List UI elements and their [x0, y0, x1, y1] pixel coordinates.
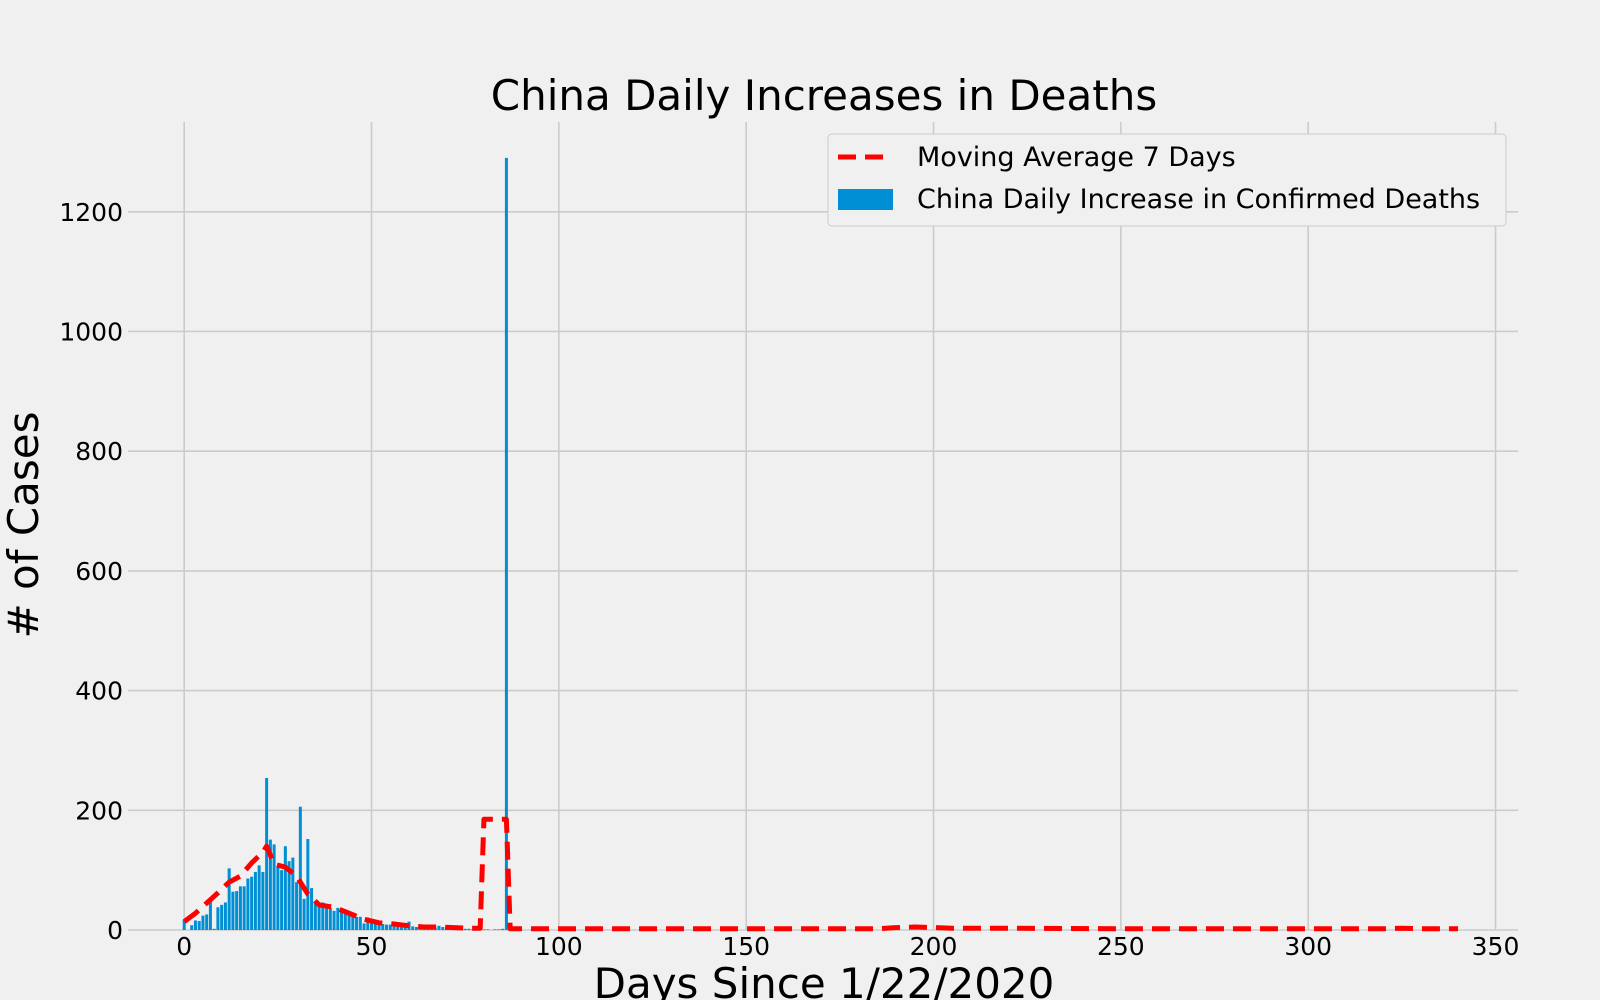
x-tick-label: 350	[1472, 932, 1520, 961]
bar	[238, 886, 242, 930]
bar	[377, 923, 381, 930]
bar	[298, 806, 302, 930]
bar	[193, 920, 197, 930]
bar	[388, 924, 392, 930]
bar	[504, 157, 508, 930]
bar	[411, 926, 415, 930]
bar	[283, 846, 287, 930]
bar	[467, 928, 471, 930]
bar	[373, 921, 377, 930]
bar	[392, 925, 396, 930]
bar	[223, 902, 227, 930]
x-tick-label: 200	[910, 932, 958, 961]
bar	[358, 916, 362, 930]
bar	[441, 927, 445, 930]
bar	[201, 915, 205, 930]
bar	[370, 922, 374, 930]
moving-average-polyline	[182, 816, 1459, 932]
y-tick-label: 1200	[59, 198, 123, 227]
x-tick-label: 150	[722, 932, 770, 961]
bar	[493, 929, 497, 930]
bar	[336, 907, 340, 930]
bar	[276, 865, 280, 930]
y-axis-label: # of Cases	[0, 411, 48, 638]
bar	[362, 923, 366, 930]
bar	[242, 886, 246, 930]
y-tick-label: 200	[75, 796, 123, 825]
bar	[205, 914, 209, 930]
x-tick-label: 250	[1097, 932, 1145, 961]
bar	[280, 870, 284, 930]
bar	[231, 891, 235, 930]
chart-title: China Daily Increases in Deaths	[491, 71, 1157, 120]
bar	[486, 929, 490, 930]
bar	[190, 925, 194, 930]
bar	[261, 871, 265, 930]
bar	[257, 865, 261, 930]
bar	[501, 928, 505, 930]
bar	[403, 926, 407, 930]
y-tick-label: 0	[107, 916, 123, 945]
bar	[197, 921, 201, 930]
bar	[343, 913, 347, 930]
bar	[313, 901, 317, 930]
bar	[246, 878, 250, 930]
y-tick-label: 400	[75, 677, 123, 706]
x-tick-label: 300	[1284, 932, 1332, 961]
bar	[317, 903, 321, 930]
bar	[268, 839, 272, 930]
bar	[235, 891, 239, 930]
bar	[332, 910, 336, 930]
bar	[295, 882, 299, 930]
bar	[366, 917, 370, 930]
bar	[497, 929, 501, 930]
bar	[216, 907, 220, 930]
x-axis-label: Days Since 1/22/2020	[594, 959, 1055, 1000]
bar	[328, 907, 332, 930]
bar	[220, 904, 224, 930]
bar	[253, 871, 257, 930]
bar	[250, 876, 254, 930]
legend: Moving Average 7 Days China Daily Increa…	[827, 133, 1507, 227]
legend-bar-swatch	[838, 189, 893, 210]
bar	[437, 925, 441, 930]
bar	[182, 919, 186, 930]
bar	[482, 929, 486, 930]
bar	[306, 839, 310, 930]
bar	[291, 857, 295, 930]
bar	[310, 888, 314, 930]
tick-labels: 0 50 100 150 200 250 300 350 0 200 400 600 800 1000 12…	[59, 198, 1519, 961]
legend-label-daily-increase: China Daily Increase in Confirmed Deaths	[917, 184, 1480, 215]
bar	[287, 861, 291, 930]
bar	[381, 924, 385, 930]
bar	[355, 916, 359, 930]
legend-label-moving-average: Moving Average 7 Days	[917, 142, 1236, 173]
bar	[340, 910, 344, 930]
x-tick-label: 50	[356, 932, 388, 961]
bar	[321, 902, 325, 930]
bar	[302, 898, 306, 930]
y-tick-label: 1000	[59, 317, 123, 346]
legend-box	[827, 133, 1507, 227]
bar	[347, 913, 351, 930]
bar	[463, 928, 467, 930]
bar	[227, 868, 231, 930]
x-tick-label: 100	[535, 932, 583, 961]
x-tick-label: 0	[176, 932, 192, 961]
y-tick-label: 600	[75, 557, 123, 586]
bar	[272, 844, 276, 930]
bar	[414, 927, 418, 930]
bar	[396, 925, 400, 930]
bar	[212, 928, 216, 930]
bar	[351, 912, 355, 930]
y-tick-label: 800	[75, 437, 123, 466]
bar	[400, 925, 404, 930]
moving-average-line	[182, 816, 1459, 932]
bar	[265, 777, 269, 930]
bar	[385, 924, 389, 930]
bar	[325, 904, 329, 930]
bar	[208, 900, 212, 930]
